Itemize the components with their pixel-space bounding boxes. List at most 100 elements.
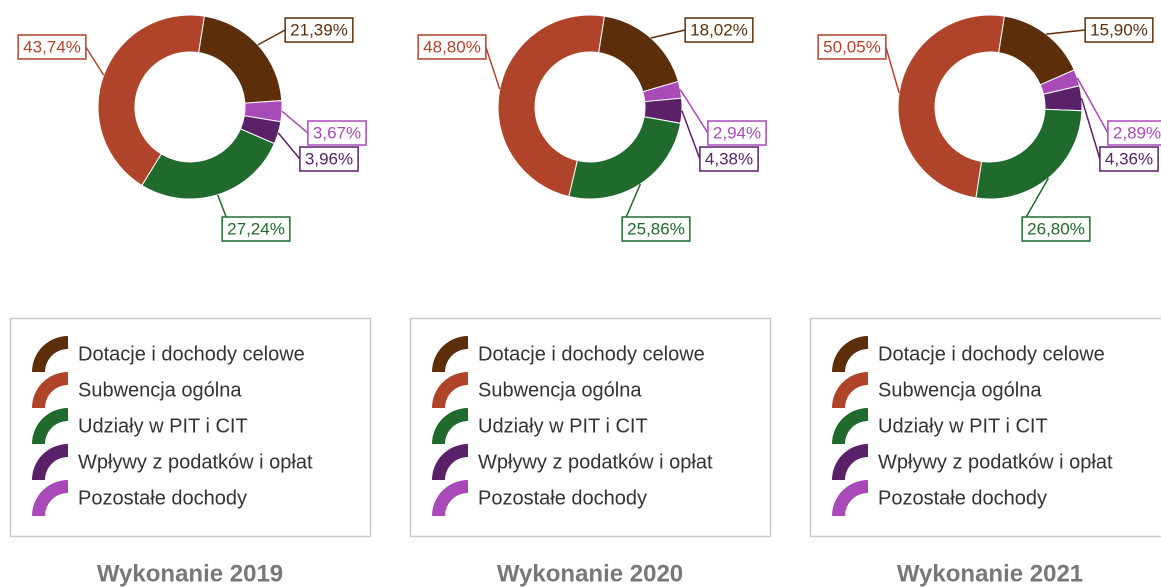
value-label: 3,96%: [299, 146, 359, 172]
slice: [568, 116, 682, 200]
label-text: 21,39%: [290, 20, 348, 39]
value-label: 43,74%: [17, 34, 87, 60]
value-label: 2,89%: [1107, 120, 1161, 146]
slice: [598, 15, 679, 93]
leader-line: [681, 110, 701, 160]
legend-icon: [832, 372, 868, 408]
label-box: [1084, 17, 1154, 43]
label-box: [1107, 120, 1161, 146]
label-text: 2,94%: [713, 123, 761, 142]
slice: [198, 15, 283, 104]
legend-label: Subwencja ogólna: [878, 379, 1042, 401]
leader-line: [257, 29, 286, 46]
legend-icon: [832, 444, 868, 480]
legend-icon: [832, 336, 868, 372]
value-label: 26,80%: [1021, 216, 1091, 242]
label-text: 3,96%: [305, 149, 353, 168]
label-text: 4,36%: [1105, 149, 1153, 168]
legend-label: Pozostałe dochody: [878, 487, 1047, 509]
label-text: 3,67%: [313, 123, 361, 142]
legend-icon: [432, 336, 468, 372]
value-label: 50,05%: [817, 34, 887, 60]
slice: [897, 14, 1005, 199]
leader-line: [485, 46, 501, 90]
leader-line: [625, 183, 642, 218]
legend-label: Pozostałe dochody: [78, 487, 247, 509]
legend-label: Udziały w PIT i CIT: [478, 415, 648, 437]
legend-label: Subwencja ogólna: [478, 379, 642, 401]
legend-box: [409, 317, 772, 538]
value-label: 48,80%: [417, 34, 487, 60]
label-box: [299, 146, 359, 172]
slice: [497, 14, 605, 198]
label-box: [307, 120, 367, 146]
legend-icon: [32, 480, 68, 517]
legend-icon: [32, 372, 68, 408]
legend-label: Wpływy z podatków i opłat: [478, 451, 713, 473]
leader-line: [885, 46, 900, 93]
label-box: [284, 17, 354, 43]
legend-label: Udziały w PIT i CIT: [78, 415, 248, 437]
leader-line: [1025, 177, 1050, 218]
leader-line: [85, 46, 105, 76]
chart-title: Wykonanie 2019: [97, 560, 283, 587]
slice: [97, 14, 205, 187]
label-box: [621, 216, 691, 242]
legend-icon: [32, 408, 68, 444]
leader-line: [679, 89, 709, 134]
label-text: 25,86%: [627, 219, 685, 238]
legend-icon: [32, 336, 68, 372]
label-box: [707, 120, 767, 146]
legend-label: Dotacje i dochody celowe: [78, 343, 305, 365]
value-label: 18,02%: [684, 17, 754, 43]
leader-line: [277, 132, 301, 160]
label-text: 18,02%: [690, 20, 748, 39]
legend-icon: [432, 480, 468, 516]
legend-box: [809, 317, 1161, 538]
legend-label: Subwencja ogólna: [78, 379, 242, 401]
label-text: 50,05%: [823, 37, 881, 56]
legend-box: [9, 317, 372, 538]
legend-label: Dotacje i dochody celowe: [478, 343, 705, 365]
label-box: [684, 17, 754, 43]
label-box: [1021, 216, 1091, 242]
value-label: 15,90%: [1084, 17, 1154, 43]
value-label: 4,38%: [699, 146, 759, 172]
label-box: [699, 146, 759, 172]
leader-line: [281, 110, 309, 134]
label-box: [221, 216, 291, 242]
value-label: 27,24%: [221, 216, 291, 242]
legend-icon: [32, 444, 68, 480]
legend-label: Dotacje i dochody celowe: [878, 343, 1105, 365]
value-label: 25,86%: [621, 216, 691, 242]
label-text: 27,24%: [227, 219, 285, 238]
label-box: [1099, 146, 1159, 172]
legend-icon: [832, 480, 868, 516]
chart-title: Wykonanie 2021: [897, 560, 1083, 587]
legend-label: Wpływy z podatków i opłat: [878, 451, 1113, 473]
value-label: 3,67%: [307, 120, 367, 146]
legend-icon: [832, 408, 868, 444]
legend-icon: [432, 408, 468, 444]
legend-label: Wpływy z podatków i opłat: [78, 451, 313, 473]
leader-line: [1080, 97, 1101, 160]
slice: [975, 108, 1083, 200]
leader-line: [216, 194, 227, 218]
label-box: [17, 34, 87, 60]
label-text: 43,74%: [23, 37, 81, 56]
value-label: 4,36%: [1099, 146, 1159, 172]
chart-title: Wykonanie 2020: [497, 560, 683, 587]
legend-icon: [432, 444, 468, 480]
label-text: 15,90%: [1090, 20, 1148, 39]
label-text: 2,89%: [1113, 123, 1161, 142]
value-label: 2,94%: [707, 120, 767, 146]
value-label: 21,39%: [284, 17, 354, 43]
label-text: 48,80%: [423, 37, 481, 56]
legend-label: Pozostałe dochody: [478, 487, 647, 509]
legend-label: Udziały w PIT i CIT: [878, 415, 1048, 437]
leader-line: [1076, 77, 1109, 134]
label-text: 4,38%: [705, 149, 753, 168]
leader-line: [650, 29, 686, 39]
